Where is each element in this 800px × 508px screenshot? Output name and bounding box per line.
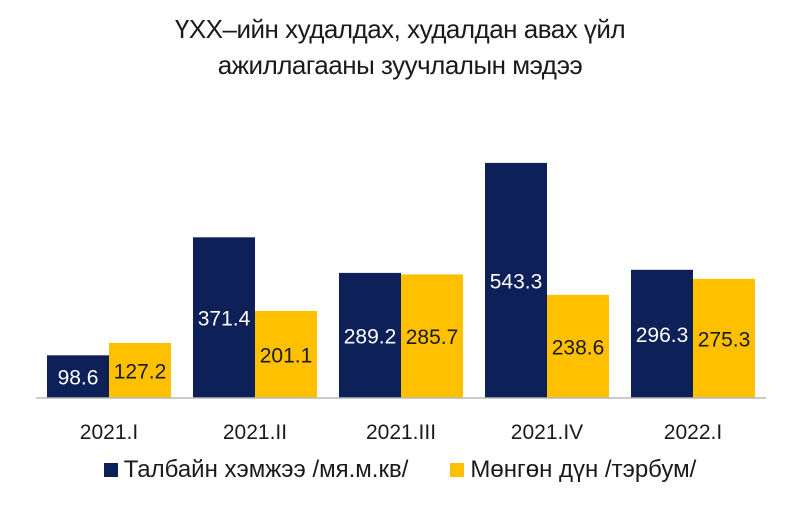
data-label-series-1-2021.III: 289.2: [344, 325, 397, 348]
data-label-series-2-2021.IV: 238.6: [552, 336, 605, 359]
data-label-series-1-2021.I: 98.6: [58, 367, 99, 390]
bar-series-2-2021.IV: [547, 294, 609, 398]
legend-item-area: Талбайн хэмжээ /мя.м.кв/: [103, 456, 409, 484]
x-tick-label-2021.III: 2021.III: [366, 421, 436, 444]
chart-title-line-1: ҮХХ–ийн худалдах, худалдан авах үйл: [174, 14, 626, 44]
chart-title-line-2: ажиллагааны зуучлалын мэдээ: [217, 50, 583, 80]
data-label-series-2-2021.II: 201.1: [260, 345, 313, 368]
x-tick-label-2021.I: 2021.I: [80, 421, 138, 444]
x-tick-label-2021.II: 2021.II: [223, 421, 287, 444]
data-label-series-2-2021.I: 127.2: [114, 361, 167, 384]
legend-label-amount: Мөнгөн дүн /тэрбум/: [470, 456, 697, 483]
bar-series-2-2021.III: [401, 274, 463, 398]
legend: Талбайн хэмжээ /мя.м.кв/ Мөнгөн дүн /тэр…: [0, 456, 800, 484]
bar-series-1-2021.II: [193, 237, 255, 398]
bars-layer: [47, 162, 755, 398]
legend-label-area: Талбайн хэмжээ /мя.м.кв/: [123, 456, 409, 483]
bar-series-1-2021.I: [47, 355, 109, 398]
x-tick-label-2022.I: 2022.I: [664, 421, 722, 444]
x-tick-label-2021.IV: 2021.IV: [511, 421, 583, 444]
bar-series-1-2022.I: [631, 269, 693, 398]
bar-series-2-2021.II: [255, 311, 317, 398]
data-label-series-1-2022.I: 296.3: [636, 324, 689, 347]
legend-swatch-area: [103, 463, 118, 477]
data-label-series-1-2021.II: 371.4: [198, 308, 251, 331]
legend-swatch-amount: [450, 463, 465, 477]
bar-series-1-2021.IV: [485, 162, 547, 398]
legend-item-amount: Мөнгөн дүн /тэрбум/: [450, 456, 696, 484]
bar-series-2-2022.I: [693, 278, 755, 398]
data-label-series-1-2021.IV: 543.3: [490, 270, 543, 293]
data-label-series-2-2021.III: 285.7: [406, 326, 459, 349]
bar-series-1-2021.III: [339, 272, 401, 398]
labels-layer: 98.6 127.2 2021.I 371.4 201.1 2021.II 289.2 285…: [58, 270, 751, 444]
data-label-series-2-2022.I: 275.3: [698, 328, 751, 351]
bar-series-2-2021.I: [109, 343, 171, 398]
